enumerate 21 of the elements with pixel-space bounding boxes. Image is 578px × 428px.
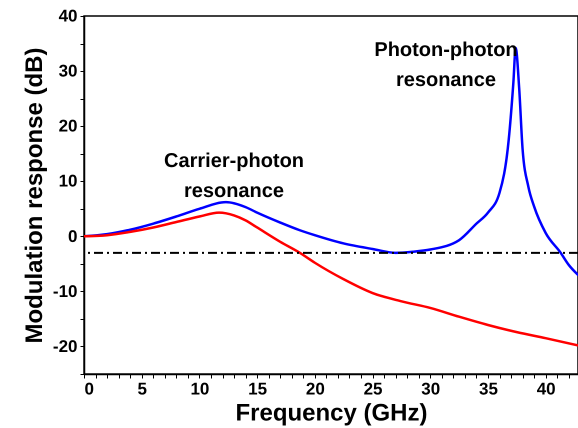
x-tick-label: 25 (364, 380, 383, 398)
y-tick-label: 40 (58, 6, 78, 26)
annotation: Photon-photon resonance (374, 39, 518, 91)
x-tick-label: 5 (137, 380, 147, 398)
annotation: Carrier-photon resonance (164, 150, 304, 202)
y-tick-label: 30 (58, 62, 78, 81)
y-tick-label: 10 (58, 172, 78, 191)
y-tick-label: -20 (52, 336, 78, 356)
y-tick-label: 20 (58, 116, 78, 136)
x-tick-label: 30 (421, 380, 440, 398)
y-tick-label: 0 (68, 226, 78, 246)
y-axis-title: Modulation response (dB) (20, 48, 48, 344)
x-tick-label: 35 (479, 380, 498, 398)
x-axis-title: Frequency (GHz) (235, 400, 428, 426)
x-tick-label: 10 (190, 380, 210, 398)
x-tick-label: 0 (84, 380, 94, 398)
y-tick-label: -10 (52, 282, 78, 301)
x-tick-label: 20 (306, 380, 325, 398)
line-series (84, 211, 578, 347)
x-tick-label: 40 (536, 380, 556, 398)
x-tick-label: 15 (248, 380, 268, 398)
